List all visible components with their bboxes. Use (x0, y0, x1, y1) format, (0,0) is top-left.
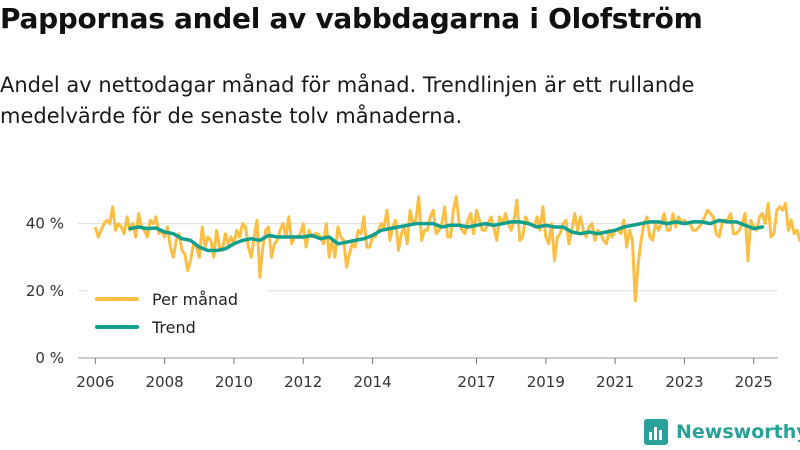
y-tick-label: 40 % (26, 215, 64, 233)
y-tick-label: 0 % (35, 349, 64, 367)
legend-label-trend: Trend (151, 318, 196, 337)
legend-box (88, 287, 268, 345)
series-line-trend (128, 218, 765, 253)
x-tick-label: 2012 (284, 373, 322, 391)
x-tick-label: 2017 (457, 373, 495, 391)
x-tick-label: 2021 (596, 373, 634, 391)
chart-subtitle: Andel av nettodagar månad för månad. Tre… (0, 73, 695, 128)
x-tick-label: 2025 (735, 373, 773, 391)
x-tick-label: 2014 (353, 373, 391, 391)
brand-logo[interactable]: Newsworthy (644, 419, 800, 445)
x-tick-label: 2008 (146, 373, 184, 391)
brand-name: Newsworthy (676, 421, 800, 443)
x-tick-label: 2023 (665, 373, 703, 391)
legend-label-monthly: Per månad (152, 290, 238, 309)
x-tick-label: 2006 (76, 373, 114, 391)
y-tick-label: 20 % (26, 282, 64, 300)
chart-title: Pappornas andel av vabbdagarna i Olofstr… (0, 2, 703, 35)
x-tick-label: 2010 (215, 373, 253, 391)
bar-chart-icon (644, 419, 668, 445)
x-tick-label: 2019 (527, 373, 565, 391)
